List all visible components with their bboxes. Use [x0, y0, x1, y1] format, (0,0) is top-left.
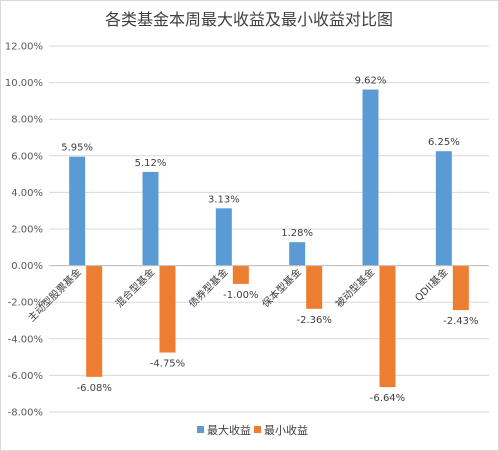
y-tick-label: 12.00%: [5, 42, 43, 53]
bar-max-return: [215, 208, 232, 266]
data-label: 5.12%: [135, 158, 167, 169]
data-label: 1.28%: [281, 228, 313, 239]
bar-max-return: [69, 156, 86, 266]
y-tick-label: -8.00%: [8, 408, 43, 419]
y-tick-label: 6.00%: [11, 151, 43, 162]
category-label: 混合型基金: [113, 266, 158, 311]
data-label: -1.00%: [223, 290, 258, 301]
y-tick-label: -2.00%: [8, 298, 43, 309]
bar-min-return: [452, 265, 469, 311]
y-tick-label: -6.00%: [8, 371, 43, 382]
bar-max-return: [362, 89, 379, 266]
bar-max-return: [435, 151, 452, 266]
bar-min-return: [159, 265, 176, 353]
bar-max-return: [142, 171, 159, 266]
legend-swatch-min: [254, 426, 261, 433]
y-tick-label: -4.00%: [8, 334, 43, 345]
category-label: 保本型基金: [259, 266, 304, 311]
data-label: -6.08%: [76, 383, 111, 394]
bar-min-return: [379, 265, 396, 388]
data-label: 9.62%: [355, 76, 387, 87]
gridlines: [49, 45, 489, 413]
bar-min-return: [232, 265, 249, 284]
legend: 最大收益 最小收益: [197, 423, 308, 437]
legend-label-max: 最大收益: [207, 423, 251, 437]
data-label: 6.25%: [428, 137, 460, 148]
bars: [69, 89, 469, 388]
data-label: 3.13%: [208, 194, 240, 205]
y-tick-label: 2.00%: [11, 225, 43, 236]
y-tick-label: 10.00%: [5, 78, 43, 89]
y-tick-label: 4.00%: [11, 188, 43, 199]
legend-swatch-max: [197, 426, 204, 433]
data-label: 5.95%: [61, 143, 93, 154]
category-label: 主动型股票基金: [25, 266, 84, 325]
bar-min-return: [86, 265, 103, 377]
y-tick-label: 0.00%: [11, 261, 43, 272]
category-label: 债券型基金: [186, 266, 231, 311]
bar-min-return: [306, 265, 323, 309]
y-axis-ticks: 12.00% 10.00% 8.00% 6.00% 4.00% 2.00% 0.00% -2.…: [5, 42, 43, 419]
category-label: 被动型基金: [333, 266, 378, 311]
data-label: -2.43%: [443, 316, 478, 327]
bar-max-return: [289, 242, 306, 266]
legend-label-min: 最小收益: [264, 423, 308, 437]
category-label: QDII基金: [412, 266, 451, 305]
y-tick-label: 8.00%: [11, 115, 43, 126]
data-label: -6.64%: [370, 393, 405, 404]
data-label: -2.36%: [296, 315, 331, 326]
data-labels: 5.95% -6.08% 5.12% -4.75% 3.13% -1.00% 1.28% -2…: [61, 76, 478, 405]
data-label: -4.75%: [150, 359, 185, 370]
chart-title: 各类基金本周最大收益及最小收益对比图: [105, 10, 393, 29]
